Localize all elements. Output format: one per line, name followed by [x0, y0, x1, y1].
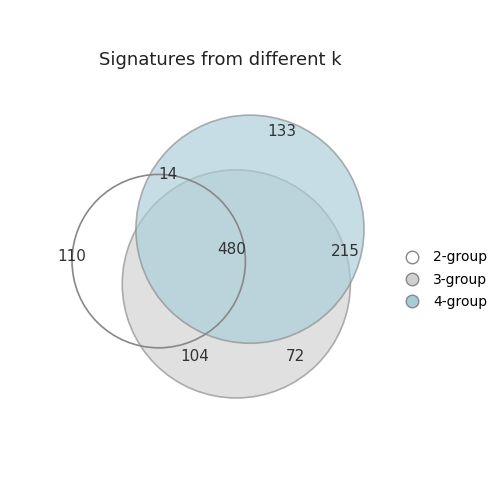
- Circle shape: [122, 170, 350, 398]
- Text: 133: 133: [267, 123, 296, 139]
- Text: 72: 72: [286, 349, 305, 364]
- Text: 14: 14: [158, 167, 177, 182]
- Text: 480: 480: [217, 242, 246, 257]
- Text: 215: 215: [331, 244, 360, 260]
- Title: Signatures from different k: Signatures from different k: [99, 51, 342, 69]
- Circle shape: [136, 115, 364, 343]
- Text: 104: 104: [181, 349, 210, 364]
- Text: 110: 110: [57, 249, 87, 264]
- Legend: 2-group, 3-group, 4-group: 2-group, 3-group, 4-group: [393, 245, 492, 314]
